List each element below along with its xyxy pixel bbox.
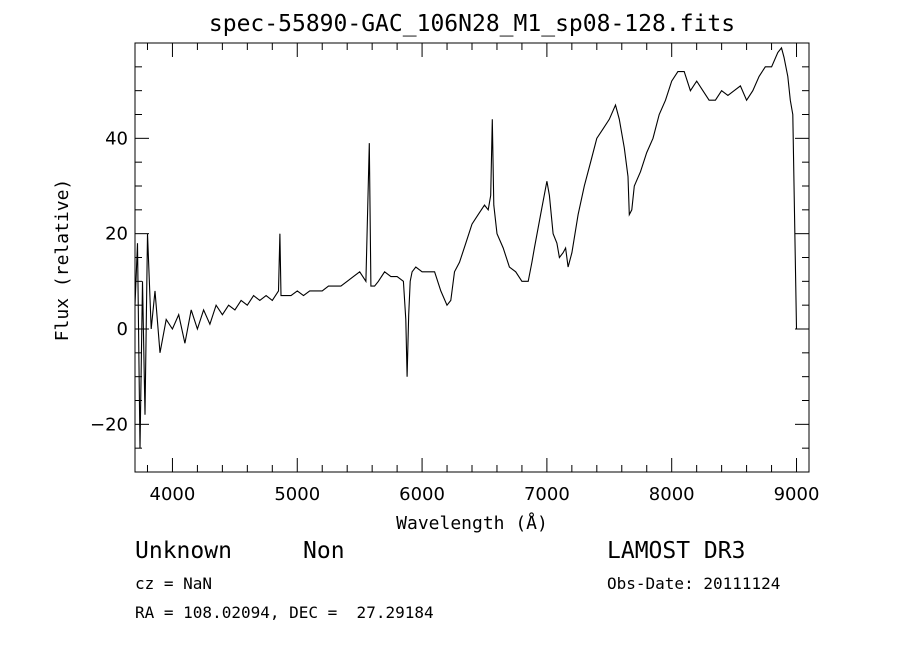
obs-date-label: Obs-Date: 20111124: [607, 574, 781, 593]
survey-label: LAMOST DR3: [607, 538, 746, 564]
x-axis-label: Wavelength (Å): [396, 512, 548, 534]
chart-title: spec-55890-GAC_106N28_M1_sp08-128.fits: [209, 11, 735, 37]
object-class-label: Unknown: [135, 538, 232, 564]
x-tick-label: 9000: [774, 484, 820, 505]
subclass-label: Non: [303, 538, 345, 564]
plot-frame: [134, 42, 810, 473]
x-tick-label: 6000: [399, 484, 445, 505]
x-axis-tick-labels: 4000 5000 6000 7000 8000 9000: [150, 484, 820, 505]
y-tick-label: 20: [105, 224, 128, 245]
x-tick-label: 7000: [524, 484, 570, 505]
redshift-label: cz = NaN: [135, 574, 213, 593]
x-tick-label: 4000: [150, 484, 196, 505]
x-tick-label: 8000: [649, 484, 695, 505]
y-axis-tick-labels: −20 0 20 40: [90, 128, 128, 435]
coords-label: RA = 108.02094, DEC = 27.29184: [135, 603, 434, 622]
y-tick-label: −20: [90, 414, 128, 435]
spectrum-line: [134, 46, 798, 449]
y-axis-label: Flux (relative): [52, 179, 73, 342]
y-axis-ticks: [135, 42, 809, 473]
x-tick-label: 5000: [274, 484, 320, 505]
y-tick-label: 40: [105, 128, 128, 149]
x-axis-ticks: [146, 43, 798, 472]
y-tick-label: 0: [117, 319, 128, 340]
